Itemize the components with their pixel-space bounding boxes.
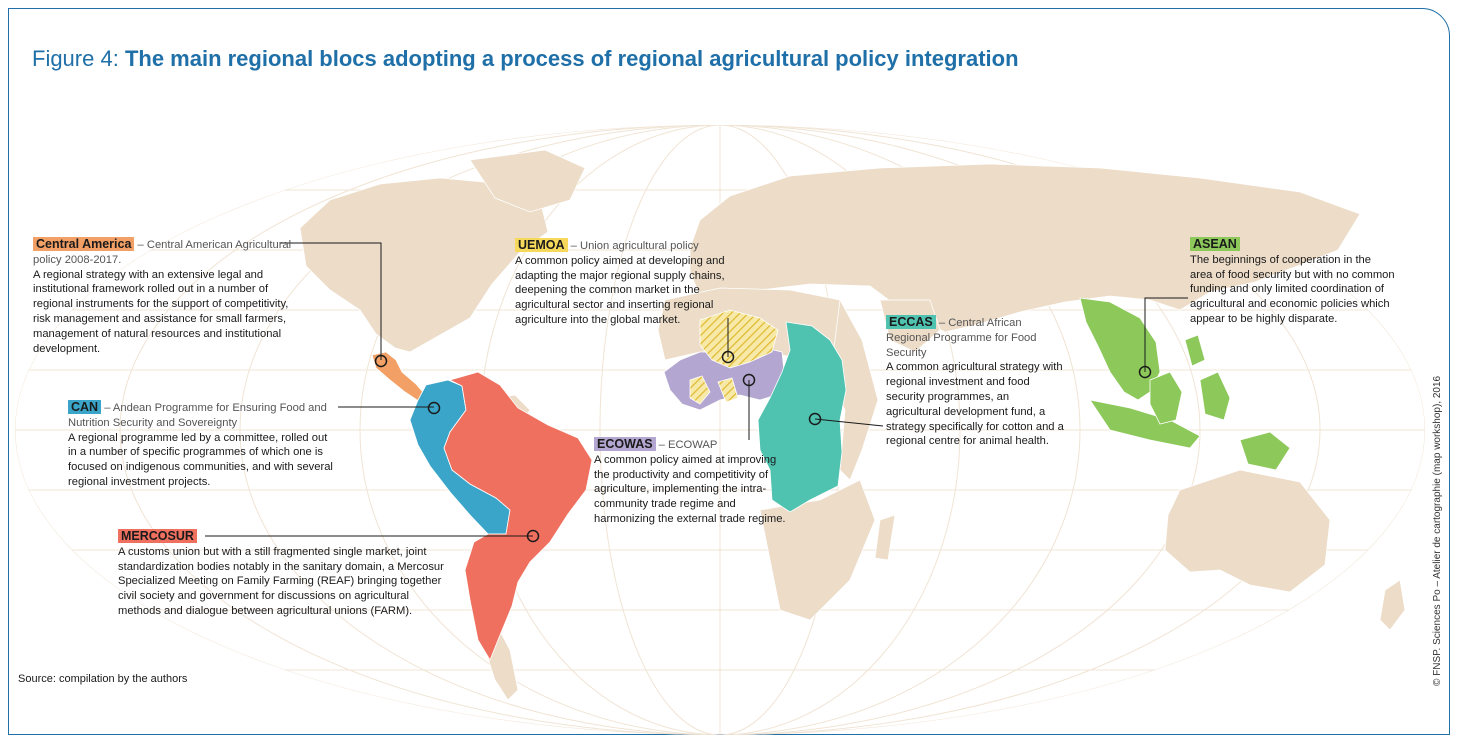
figure-title-text: The main regional blocs adopting a proce… [124,46,1019,71]
mercosur-region [443,371,593,661]
greenland-land [469,149,586,213]
uemoa-tag: UEMOA [515,238,568,252]
ecowas-tag: ECOWAS [594,437,656,451]
central-america-region [371,351,429,403]
ecowas-dash: – [655,439,669,451]
north-america-land [299,177,549,353]
central-america-tag: Central America [33,237,135,251]
mercosur-tag: MERCOSUR [118,529,197,543]
leader-lines [205,242,1188,537]
asean-annotation: ASEAN The beginnings of cooperation in t… [1190,237,1395,327]
uemoa-dash: – [567,240,580,252]
eccas-region [757,321,847,513]
asean-description: The beginnings of cooperation in the are… [1190,253,1395,325]
can-description: A regional programme led by a committee,… [68,431,333,488]
can-tag: CAN [68,400,102,414]
landmass [299,149,1406,701]
central-america-description: A regional strategy with an extensive le… [33,268,289,355]
australia-land [1164,469,1331,593]
figure-number: Figure 4: [32,46,125,71]
southern-africa-land [759,479,876,621]
ecowas-description: A common policy aimed at improving the p… [594,453,786,525]
can-dash: – [101,402,113,414]
central-america-annotation: Central America – Central American Agric… [33,237,298,356]
source-note: Source: compilation by the authors [18,673,188,685]
can-annotation: CAN – Andean Programme for Ensuring Food… [68,400,333,490]
asean-tag: ASEAN [1190,237,1240,251]
leader-markers [374,350,1152,543]
central-america-subtitle: Central American Agricultural policy 200… [33,239,292,266]
eccas-tag: ECCAS [886,315,936,329]
eccas-subtitle: Central African Regional Programme for F… [886,317,1037,359]
ecowas-subtitle: ECOWAP [668,439,718,451]
new-zealand-land [1379,579,1406,631]
eccas-annotation: ECCAS – Central African Regional Program… [886,315,1064,449]
eccas-description: A common agricultural strategy with regi… [886,361,1064,448]
central-america-dash: – [134,239,147,251]
uemoa-region [689,309,779,405]
eurasia-land [689,163,1361,333]
copyright-credit: © FNSP. Sciences Po – Atelier de cartogr… [1432,375,1443,686]
figure-title: Figure 4: The main regional blocs adopti… [32,46,1019,72]
uemoa-description: A common policy aimed at developing and … [515,254,725,326]
madagascar-land [874,514,896,561]
ecowas-annotation: ECOWAS – ECOWAP A common policy aimed at… [594,437,789,527]
eccas-dash: – [935,317,949,329]
mercosur-annotation: MERCOSUR A customs union but with a stil… [118,529,453,619]
can-subtitle: Andean Programme for Ensuring Food and N… [68,402,327,429]
uemoa-subtitle: Union agricultural policy [579,240,699,252]
uemoa-annotation: UEMOA – Union agricultural policy A comm… [515,238,750,328]
mercosur-description: A customs union but with a still fragmen… [118,545,444,617]
